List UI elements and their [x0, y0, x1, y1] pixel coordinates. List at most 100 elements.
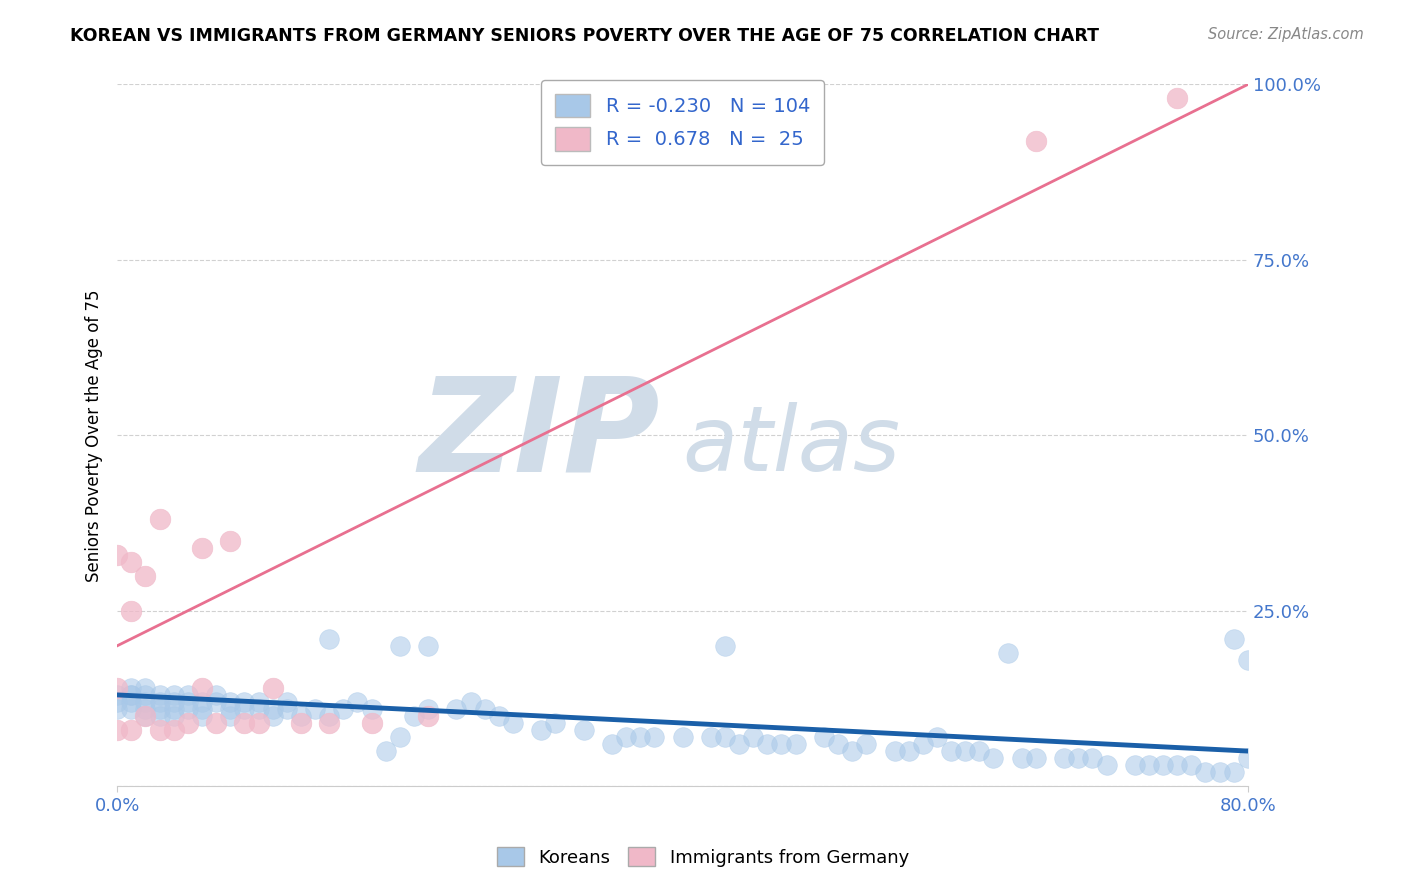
Point	[247, 716, 270, 731]
Point	[360, 702, 382, 716]
Y-axis label: Seniors Poverty Over the Age of 75: Seniors Poverty Over the Age of 75	[86, 289, 103, 582]
Point	[813, 730, 835, 744]
Point	[191, 681, 214, 695]
Point	[290, 716, 312, 731]
Point	[262, 709, 284, 723]
Point	[643, 730, 665, 744]
Point	[1095, 758, 1118, 772]
Point	[149, 512, 172, 526]
Point	[149, 688, 172, 702]
Point	[1025, 134, 1047, 148]
Point	[262, 681, 284, 695]
Point	[120, 702, 142, 716]
Point	[120, 555, 142, 569]
Point	[276, 695, 298, 709]
Point	[969, 744, 991, 758]
Point	[105, 695, 128, 709]
Point	[219, 709, 242, 723]
Point	[247, 695, 270, 709]
Point	[1053, 751, 1076, 765]
Point	[474, 702, 496, 716]
Point	[219, 695, 242, 709]
Point	[105, 702, 128, 716]
Point	[149, 702, 172, 716]
Point	[191, 702, 214, 716]
Point	[1180, 758, 1202, 772]
Point	[163, 688, 186, 702]
Point	[120, 604, 142, 618]
Point	[770, 737, 793, 751]
Point	[953, 744, 976, 758]
Point	[502, 716, 524, 731]
Point	[134, 709, 156, 723]
Point	[600, 737, 623, 751]
Point	[105, 688, 128, 702]
Point	[262, 702, 284, 716]
Point	[1166, 758, 1188, 772]
Point	[177, 702, 200, 716]
Point	[163, 709, 186, 723]
Point	[925, 730, 948, 744]
Point	[360, 716, 382, 731]
Point	[346, 695, 368, 709]
Point	[1011, 751, 1033, 765]
Point	[402, 709, 425, 723]
Point	[120, 695, 142, 709]
Point	[120, 688, 142, 702]
Point	[416, 709, 439, 723]
Point	[841, 744, 863, 758]
Point	[997, 646, 1019, 660]
Point	[1237, 751, 1260, 765]
Point	[233, 695, 256, 709]
Point	[460, 695, 482, 709]
Point	[446, 702, 468, 716]
Point	[939, 744, 962, 758]
Point	[163, 695, 186, 709]
Text: atlas: atlas	[682, 401, 900, 490]
Point	[120, 681, 142, 695]
Point	[149, 695, 172, 709]
Point	[911, 737, 934, 751]
Point	[205, 695, 228, 709]
Point	[177, 716, 200, 731]
Point	[219, 702, 242, 716]
Point	[233, 702, 256, 716]
Point	[530, 723, 553, 737]
Point	[714, 730, 737, 744]
Legend: R = -0.230   N = 104, R =  0.678   N =  25: R = -0.230 N = 104, R = 0.678 N = 25	[541, 80, 824, 164]
Point	[1208, 765, 1230, 780]
Point	[149, 723, 172, 737]
Point	[628, 730, 651, 744]
Point	[304, 702, 326, 716]
Point	[572, 723, 595, 737]
Point	[191, 541, 214, 555]
Point	[191, 695, 214, 709]
Point	[177, 695, 200, 709]
Point	[1237, 653, 1260, 667]
Point	[374, 744, 396, 758]
Point	[134, 709, 156, 723]
Point	[177, 688, 200, 702]
Text: Source: ZipAtlas.com: Source: ZipAtlas.com	[1208, 27, 1364, 42]
Point	[332, 702, 354, 716]
Point	[1166, 91, 1188, 105]
Point	[1123, 758, 1146, 772]
Point	[163, 723, 186, 737]
Point	[1067, 751, 1090, 765]
Point	[318, 632, 340, 646]
Point	[388, 730, 411, 744]
Legend: Koreans, Immigrants from Germany: Koreans, Immigrants from Germany	[489, 840, 917, 874]
Point	[544, 716, 567, 731]
Point	[756, 737, 779, 751]
Point	[163, 702, 186, 716]
Point	[416, 639, 439, 653]
Point	[205, 716, 228, 731]
Point	[191, 709, 214, 723]
Point	[827, 737, 849, 751]
Point	[134, 695, 156, 709]
Point	[205, 688, 228, 702]
Point	[247, 702, 270, 716]
Point	[883, 744, 905, 758]
Point	[1194, 765, 1216, 780]
Point	[233, 716, 256, 731]
